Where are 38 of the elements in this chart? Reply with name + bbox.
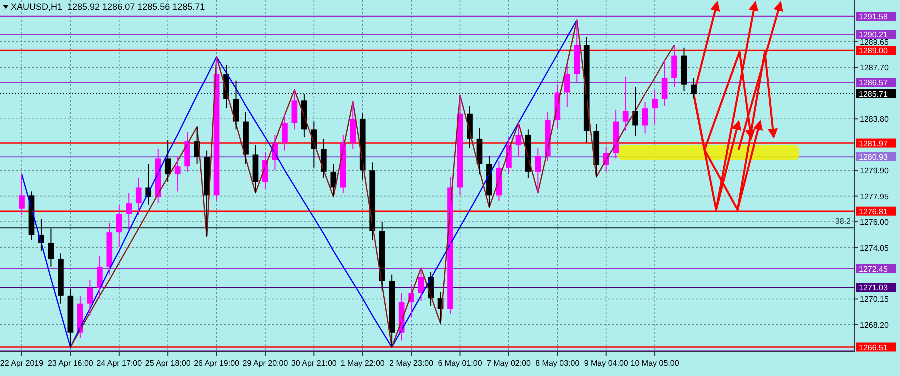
ref-line-label: 1286.57 bbox=[859, 78, 888, 88]
x-tick-label: 25 Apr 18:00 bbox=[145, 359, 192, 368]
ref-line-label: 1280.93 bbox=[859, 153, 888, 162]
y-tick-label: 1274.05 bbox=[860, 244, 890, 253]
ref-line-label: 1266.51 bbox=[859, 343, 888, 352]
x-tick-label: 2 May 23:00 bbox=[390, 359, 434, 368]
ref-line-label: 1289.00 bbox=[859, 46, 888, 56]
x-tick-label: 29 Apr 20:00 bbox=[242, 359, 289, 368]
ref-line-label: 1271.03 bbox=[859, 284, 888, 293]
x-tick-label: 1 May 22:00 bbox=[340, 359, 386, 368]
y-tick-label: 1283.80 bbox=[860, 115, 890, 124]
x-tick-label: 6 May 01:00 bbox=[438, 359, 483, 368]
y-tick-label: 1287.70 bbox=[860, 64, 890, 73]
x-tick-label: 7 May 02:00 bbox=[486, 359, 532, 368]
ref-line-label: 1285.71 bbox=[859, 90, 888, 99]
y-tick-label: 1289.65 bbox=[860, 38, 890, 47]
y-tick-label: 1268.20 bbox=[860, 320, 890, 330]
x-tick-label: 9 May 04:00 bbox=[584, 359, 629, 368]
x-tick-label: 24 Apr 17:00 bbox=[96, 359, 143, 368]
ref-line-label: 1290.21 bbox=[859, 30, 888, 40]
text: 38.2 bbox=[835, 217, 852, 226]
ref-line-label: 1291.58 bbox=[859, 12, 888, 22]
line-series bbox=[70, 20, 676, 348]
y-tick-label: 1270.15 bbox=[860, 295, 890, 304]
ref-line-label: 1281.97 bbox=[859, 139, 888, 148]
x-tick-label: 22 Apr 2019 bbox=[0, 359, 44, 368]
line-series bbox=[21, 20, 578, 348]
ref-line-label: 1276.81 bbox=[859, 207, 888, 216]
ref-line-label: 1272.45 bbox=[859, 264, 888, 274]
x-tick-label: 30 Apr 21:00 bbox=[291, 359, 338, 368]
y-tick-label: 1279.90 bbox=[860, 166, 890, 176]
x-tick-label: 8 May 03:00 bbox=[536, 359, 580, 368]
y-tick-label: 1276.00 bbox=[860, 218, 890, 228]
chart-title: XAUUSD,H1 1285.92 1286.07 1285.56 1285.71 bbox=[11, 2, 206, 12]
y-tick-label: 1277.95 bbox=[860, 192, 890, 202]
x-tick-label: 10 May 05:00 bbox=[630, 359, 680, 368]
x-tick-label: 26 Apr 19:00 bbox=[194, 359, 240, 368]
x-tick-label: 23 Apr 16:00 bbox=[48, 359, 94, 368]
